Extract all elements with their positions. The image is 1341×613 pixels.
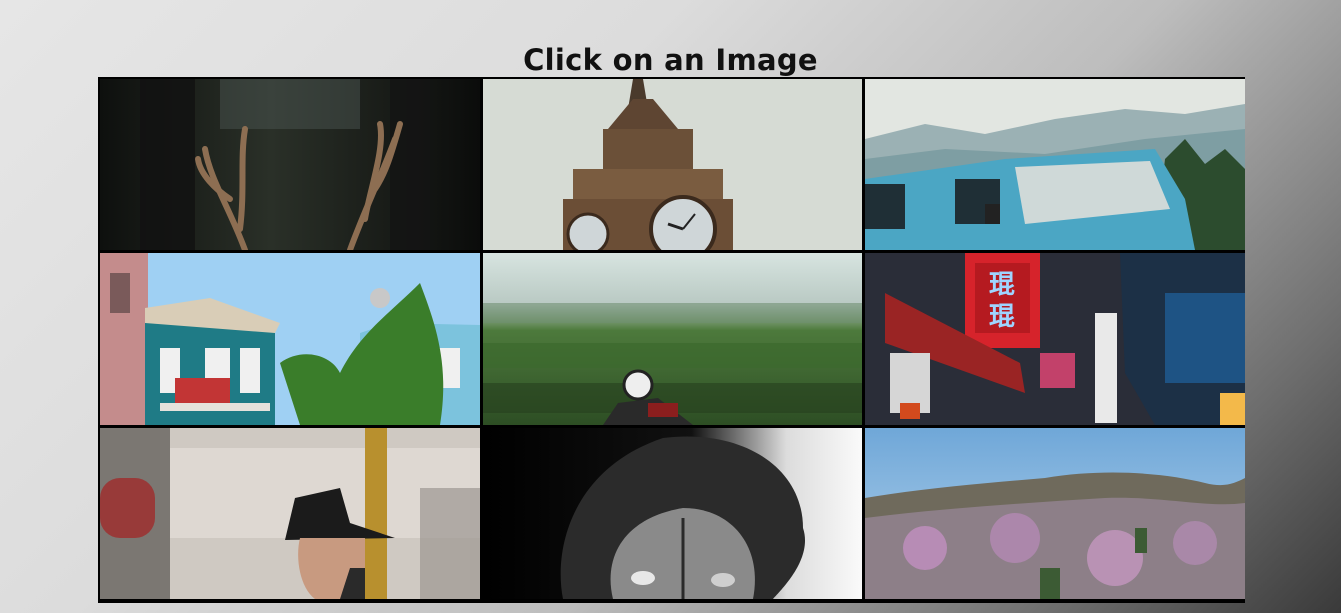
lion-image — [483, 428, 862, 599]
man-in-hat-image — [100, 428, 480, 599]
gallery-image-clock-tower[interactable] — [483, 79, 862, 250]
colorful-houses-image — [100, 253, 480, 425]
neon-street-image: 琨 琨 — [865, 253, 1245, 425]
blue-van-image — [865, 79, 1245, 250]
gallery-image-blossom-hillside[interactable] — [865, 428, 1245, 599]
gallery-image-neon-street[interactable]: 琨 琨 — [865, 253, 1245, 425]
svg-text:琨: 琨 — [989, 302, 1015, 332]
gallery-image-blue-van[interactable] — [865, 79, 1245, 250]
gallery-image-motorcyclist[interactable] — [483, 253, 862, 425]
antlers-image — [100, 79, 480, 250]
motorcyclist-image — [483, 253, 862, 425]
page-title: Click on an Image — [523, 43, 818, 78]
gallery-image-antlers[interactable] — [100, 79, 480, 250]
blossom-hillside-image — [865, 428, 1245, 599]
svg-text:琨: 琨 — [989, 270, 1015, 300]
image-gallery: 琨 琨 — [98, 77, 1245, 603]
gallery-image-lion[interactable] — [483, 428, 862, 599]
clock-tower-image — [483, 79, 862, 250]
gallery-image-man-in-hat[interactable] — [100, 428, 480, 599]
gallery-image-colorful-houses[interactable] — [100, 253, 480, 425]
